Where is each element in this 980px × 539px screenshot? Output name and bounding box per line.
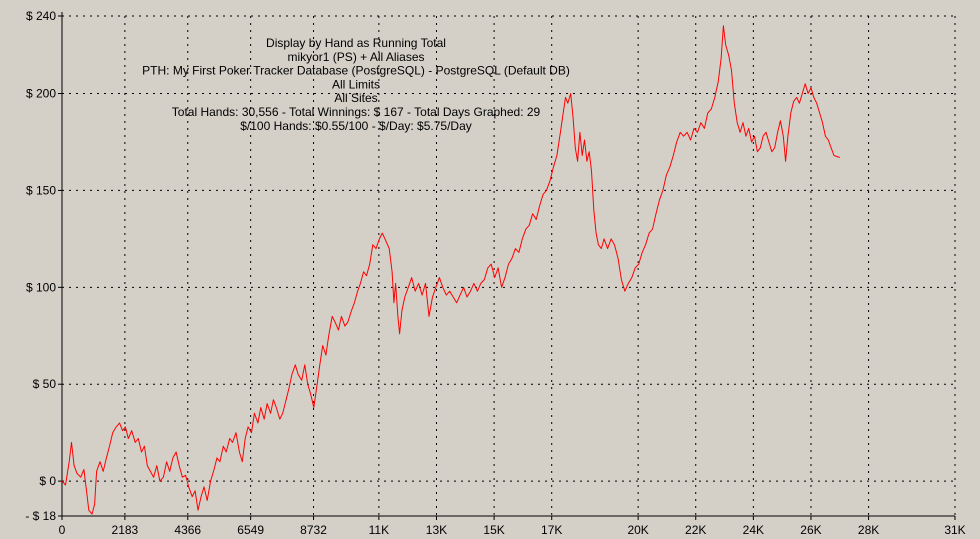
x-tick-label: 22K: [685, 523, 706, 537]
y-tick-label: $ 200: [26, 87, 56, 101]
series-line-running-total: [61, 25, 840, 515]
chart-title-line: $/100 Hands: $0.55/100 - $/Day: $5.75/Da…: [240, 119, 472, 133]
y-tick-label: $ 100: [26, 280, 56, 294]
x-tick-label: 2183: [112, 523, 139, 537]
chart-title-line: All Sites: [334, 91, 377, 105]
x-tick-label: 8732: [300, 523, 327, 537]
chart-title-line: All Limits: [332, 77, 380, 91]
x-tick-label: 26K: [800, 523, 821, 537]
x-tick-label: 20K: [627, 523, 648, 537]
axis-layer: $ 240 $ 200 $ 150 $ 100 $ 50 $ 0 - $ 180 2183 43…: [25, 9, 965, 537]
chart-title-line: PTH: My First Poker Tracker Database (Po…: [142, 64, 570, 78]
y-tick-label: - $ 18: [25, 509, 56, 523]
x-tick-label: 11K: [369, 523, 389, 537]
x-tick-label: 31K: [944, 523, 965, 537]
x-tick-label: 24K: [743, 523, 764, 537]
chart-title-line: Total Hands: 30,556 - Total Winnings: $ …: [172, 105, 541, 119]
chart-title-line: mikyor1 (PS) + All Aliases: [287, 50, 424, 64]
x-tick-label: 17K: [541, 523, 562, 537]
y-tick-label: $ 240: [26, 9, 56, 23]
x-tick-label: 15K: [483, 523, 504, 537]
x-tick-label: 13K: [426, 523, 447, 537]
x-tick-label: 28K: [858, 523, 879, 537]
x-tick-label: 4366: [174, 523, 201, 537]
x-tick-label: 6549: [237, 523, 264, 537]
chart-title-line: Display by Hand as Running Total: [266, 36, 446, 50]
x-tick-label: 0: [59, 523, 66, 537]
chart-title-block: Display by Hand as Running Totalmikyor1 …: [142, 36, 570, 133]
series-layer: [61, 25, 840, 515]
y-tick-label: $ 0: [39, 474, 56, 488]
y-tick-label: $ 50: [33, 377, 57, 391]
y-tick-label: $ 150: [26, 183, 56, 197]
